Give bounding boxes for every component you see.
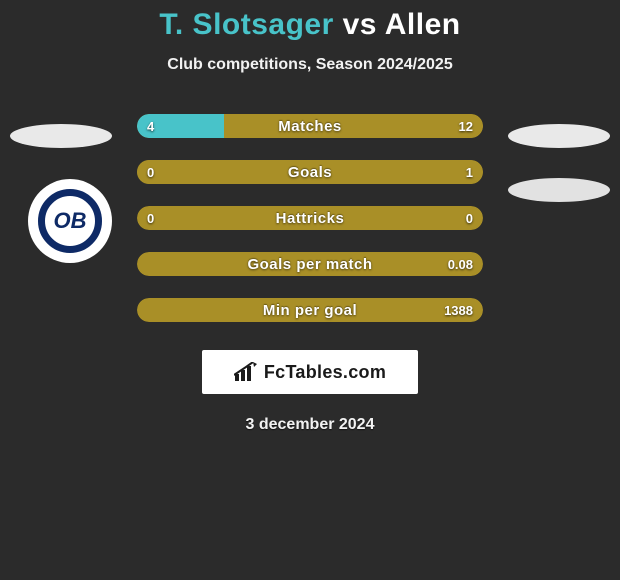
stat-label: Hattricks [137,206,483,230]
stat-label: Goals [137,160,483,184]
vs-label: vs [343,8,377,41]
stat-row: 0.08Goals per match [137,252,483,276]
bars-icon [234,362,258,382]
stat-row: 00Hattricks [137,206,483,230]
player2-placeholder-icon [508,124,610,148]
page-title: T. Slotsager vs Allen [0,8,620,42]
brand-badge: FcTables.com [202,350,418,394]
player2-name: Allen [385,8,461,41]
stat-label: Min per goal [137,298,483,322]
stat-row: 1388Min per goal [137,298,483,322]
stats-container: 412Matches 01Goals 00Hattricks 0.08Goals pe… [137,114,483,322]
player1-placeholder-icon [10,124,112,148]
stat-label: Goals per match [137,252,483,276]
club-badge-text: OB [54,208,87,234]
stat-row: 412Matches [137,114,483,138]
player1-name: T. Slotsager [159,8,333,41]
subtitle: Club competitions, Season 2024/2025 [0,56,620,74]
club-badge-ring: OB [38,189,102,253]
stat-label: Matches [137,114,483,138]
player2-club-placeholder-icon [508,178,610,202]
date-label: 3 december 2024 [0,416,620,434]
stat-row: 01Goals [137,160,483,184]
brand-text: FcTables.com [264,362,386,383]
player1-club-badge: OB [28,179,112,263]
